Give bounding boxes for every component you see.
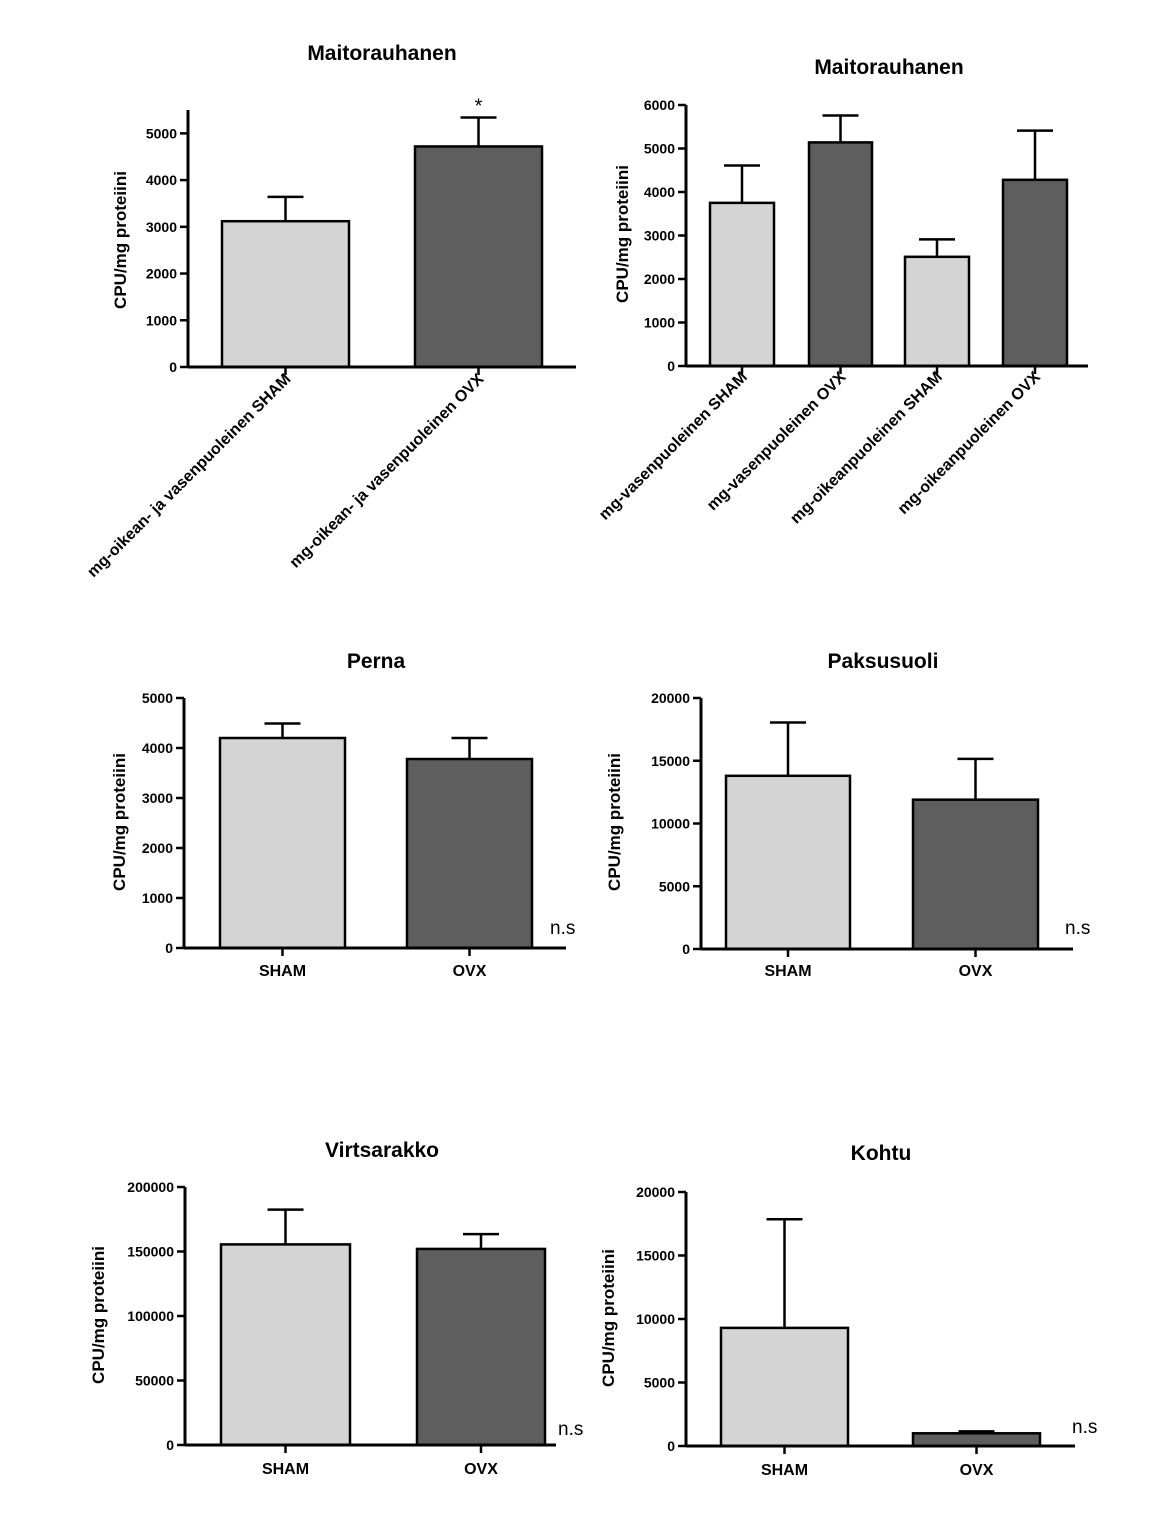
y-axis-label: CPU/mg proteiini — [89, 1246, 108, 1384]
chart-5: Virtsarakko CPU/mg proteiini 0 50000 100000 1… — [89, 1139, 583, 1478]
chart-title: Maitorauhanen — [307, 42, 456, 65]
chart-title: Kohtu — [851, 1142, 912, 1165]
chart-title: Paksusuoli — [828, 650, 939, 673]
y-tick-label: 15000 — [651, 753, 690, 769]
bar — [413, 145, 544, 369]
x-tick-label: mg-oikean- ja vasenpuoleinen SHAM — [84, 371, 294, 581]
y-axis-label: CPU/mg proteiini — [599, 1249, 618, 1387]
y-tick-label: 4000 — [644, 184, 675, 200]
y-tick-label: 0 — [667, 358, 675, 374]
y-axis-label: CPU/mg proteiini — [613, 165, 632, 303]
x-tick-label: SHAM — [761, 1462, 808, 1479]
y-tick-label: 3000 — [142, 790, 173, 806]
x-tick-label: SHAM — [262, 1461, 309, 1478]
y-tick-label: 4000 — [146, 172, 177, 188]
y-tick-label: 0 — [165, 940, 173, 956]
y-tick-label: 3000 — [644, 228, 675, 244]
y-tick-label: 15000 — [636, 1248, 675, 1264]
chart-title: Perna — [347, 650, 406, 673]
bar — [415, 1247, 547, 1447]
y-tick-label: 5000 — [644, 141, 675, 157]
chart-1: Maitorauhanen CPU/mg proteiini * 0 1000 2000 3… — [84, 42, 576, 581]
significance-note: n.s — [550, 918, 575, 939]
y-tick-label: 6000 — [644, 97, 675, 113]
y-tick-label: 1000 — [146, 312, 177, 328]
significance-note: n.s — [1065, 918, 1090, 939]
significance-note: n.s — [1072, 1417, 1097, 1438]
y-tick-label: 150000 — [127, 1244, 174, 1260]
y-tick-label: 4000 — [142, 740, 173, 756]
significance-note: n.s — [558, 1419, 583, 1440]
chart-title: Maitorauhanen — [814, 56, 963, 79]
y-tick-label: 2000 — [146, 266, 177, 282]
y-tick-label: 1000 — [644, 315, 675, 331]
bar — [1001, 178, 1069, 368]
y-tick-label: 5000 — [142, 690, 173, 706]
x-tick-label: OVX — [464, 1461, 498, 1478]
y-axis-label: CPU/mg proteiini — [605, 753, 624, 891]
y-tick-label: 100000 — [127, 1308, 174, 1324]
bar — [219, 1243, 352, 1447]
y-tick-label: 50000 — [135, 1373, 174, 1389]
y-tick-label: 0 — [682, 941, 690, 957]
x-tick-label: OVX — [959, 963, 993, 980]
bar — [220, 219, 351, 369]
chart-3: Perna CPU/mg proteiini 0 1000 2000 3000 4000 50… — [110, 650, 575, 980]
bar — [218, 736, 347, 950]
y-tick-label: 0 — [166, 1437, 174, 1453]
bar — [719, 1326, 850, 1448]
y-tick-label: 5000 — [146, 125, 177, 141]
y-axis-label: CPU/mg proteiini — [110, 753, 129, 891]
chart-2: Maitorauhanen CPU/mg proteiini 0 1000 2000 30… — [596, 56, 1088, 527]
x-tick-label: OVX — [453, 963, 487, 980]
y-axis-label: CPU/mg proteiini — [111, 171, 130, 309]
bar — [405, 757, 534, 950]
bar — [724, 774, 852, 951]
bar — [708, 201, 776, 368]
y-tick-label: 20000 — [651, 690, 690, 706]
bar — [903, 255, 971, 368]
chart-4: Paksusuoli CPU/mg proteiini 0 5000 10000 1500… — [605, 650, 1090, 980]
y-tick-label: 20000 — [636, 1184, 675, 1200]
chart-title: Virtsarakko — [325, 1139, 439, 1162]
x-tick-label: SHAM — [764, 963, 811, 980]
x-tick-label: OVX — [960, 1462, 994, 1479]
x-tick-label: mg-oikean- ja vasenpuoleinen OVX — [287, 371, 488, 572]
y-tick-label: 3000 — [146, 219, 177, 235]
y-tick-label: 1000 — [142, 890, 173, 906]
x-tick-label: SHAM — [259, 963, 306, 980]
bar — [911, 1432, 1042, 1448]
x-tick-label: mg-oikeanpuoleinen SHAM — [787, 369, 945, 527]
chart-6: Kohtu CPU/mg proteiini 0 5000 10000 15000 2000… — [599, 1142, 1097, 1479]
y-tick-label: 5000 — [644, 1375, 675, 1391]
bar — [911, 798, 1040, 951]
y-tick-label: 10000 — [636, 1311, 675, 1327]
y-tick-label: 0 — [667, 1438, 675, 1454]
significance-marker: * — [475, 95, 483, 117]
y-tick-label: 200000 — [127, 1179, 174, 1195]
y-tick-label: 2000 — [142, 840, 173, 856]
y-tick-label: 10000 — [651, 816, 690, 832]
y-tick-label: 2000 — [644, 271, 675, 287]
y-tick-label: 5000 — [659, 878, 690, 894]
y-tick-label: 0 — [169, 359, 177, 375]
bar — [807, 141, 874, 368]
